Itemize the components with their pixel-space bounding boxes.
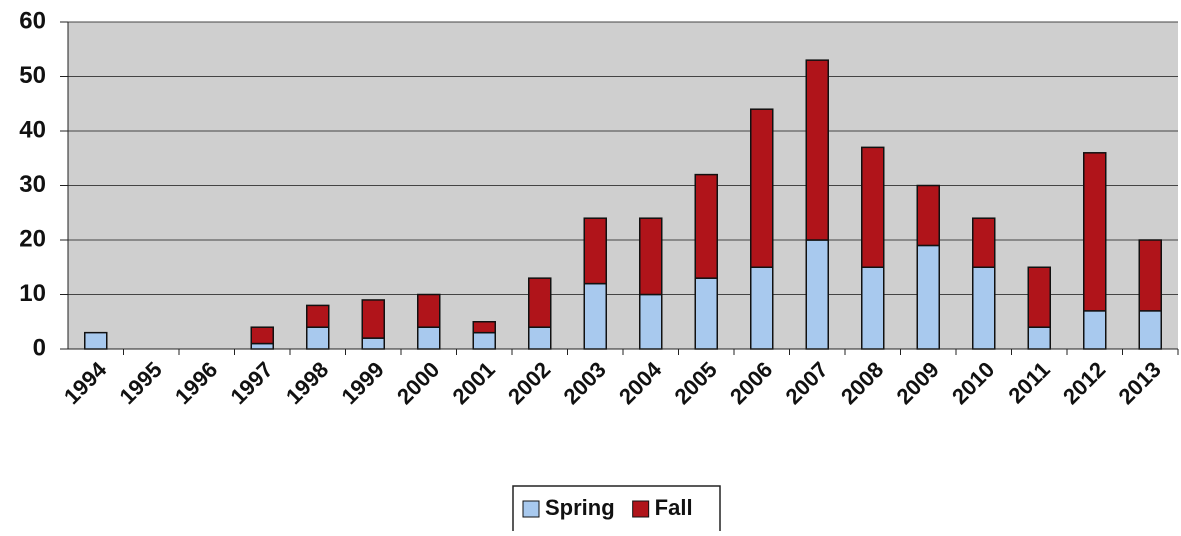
- bar-segment: [306, 304, 330, 328]
- bar-segment: [805, 59, 829, 241]
- bar-segment: [916, 184, 940, 247]
- bar-segment: [361, 299, 385, 339]
- x-tick-label: 2005: [669, 357, 721, 409]
- x-tick-label: 2012: [1058, 357, 1110, 409]
- bar-segment: [1138, 239, 1162, 312]
- bar-segment: [1083, 152, 1107, 312]
- x-tick-label: 2010: [947, 357, 999, 409]
- bar-segment: [694, 173, 718, 279]
- bar-segment: [861, 146, 885, 269]
- y-tick-label: 10: [19, 280, 46, 307]
- legend-swatch: [632, 500, 650, 518]
- bar-segment: [583, 217, 607, 285]
- y-tick-label: 0: [33, 334, 46, 361]
- x-tick-label: 2004: [614, 356, 667, 409]
- y-tick-label: 20: [19, 225, 46, 252]
- bar-segment: [528, 326, 552, 350]
- x-tick-label: 2000: [392, 357, 444, 409]
- x-tick-label: 1999: [336, 357, 388, 409]
- bar-segment: [694, 277, 718, 350]
- x-tick-label: 2006: [725, 357, 777, 409]
- y-tick-label: 60: [19, 7, 46, 34]
- legend-label: Spring: [545, 495, 615, 520]
- bar-segment: [528, 277, 552, 328]
- bar-segment: [916, 244, 940, 350]
- bar-segment: [583, 282, 607, 350]
- bar-segment: [84, 331, 108, 350]
- bar-segment: [361, 337, 385, 350]
- x-tick-label: 2001: [447, 357, 499, 409]
- bar-segment: [972, 266, 996, 350]
- legend-label: Fall: [655, 495, 693, 520]
- x-tick-label: 1994: [59, 356, 112, 409]
- y-tick-label: 40: [19, 116, 46, 143]
- bar-segment: [1027, 326, 1051, 350]
- bar-segment: [306, 326, 330, 350]
- bar-segment: [417, 293, 441, 328]
- x-tick-label: 1998: [281, 357, 333, 409]
- bar-segment: [750, 266, 774, 350]
- x-tick-label: 2008: [836, 357, 888, 409]
- bar-segment: [417, 326, 441, 350]
- bar-segment: [1027, 266, 1051, 328]
- x-tick-label: 1996: [170, 357, 222, 409]
- bar-segment: [861, 266, 885, 350]
- bar-segment: [639, 217, 663, 296]
- bar-segment: [472, 321, 496, 334]
- x-tick-label: 2003: [558, 357, 610, 409]
- bar-segment: [1138, 310, 1162, 350]
- bar-segment: [805, 239, 829, 350]
- bar-segment: [639, 293, 663, 350]
- y-tick-label: 30: [19, 171, 46, 198]
- x-tick-label: 2011: [1003, 357, 1054, 408]
- legend-swatch: [522, 500, 540, 518]
- bar-segment: [250, 326, 274, 345]
- bar-segment: [972, 217, 996, 268]
- x-tick-label: 2007: [780, 357, 832, 409]
- bar-segment: [250, 342, 274, 350]
- y-tick-label: 50: [19, 62, 46, 89]
- bar-segment: [750, 108, 774, 268]
- bar-segment: [1083, 310, 1107, 350]
- bar-segment: [472, 331, 496, 350]
- x-tick-label: 2013: [1113, 357, 1165, 409]
- legend-box: [512, 485, 721, 533]
- x-tick-label: 2002: [503, 357, 555, 409]
- x-tick-label: 1997: [225, 357, 277, 409]
- x-tick-label: 1995: [114, 357, 166, 409]
- x-tick-label: 2009: [891, 357, 943, 409]
